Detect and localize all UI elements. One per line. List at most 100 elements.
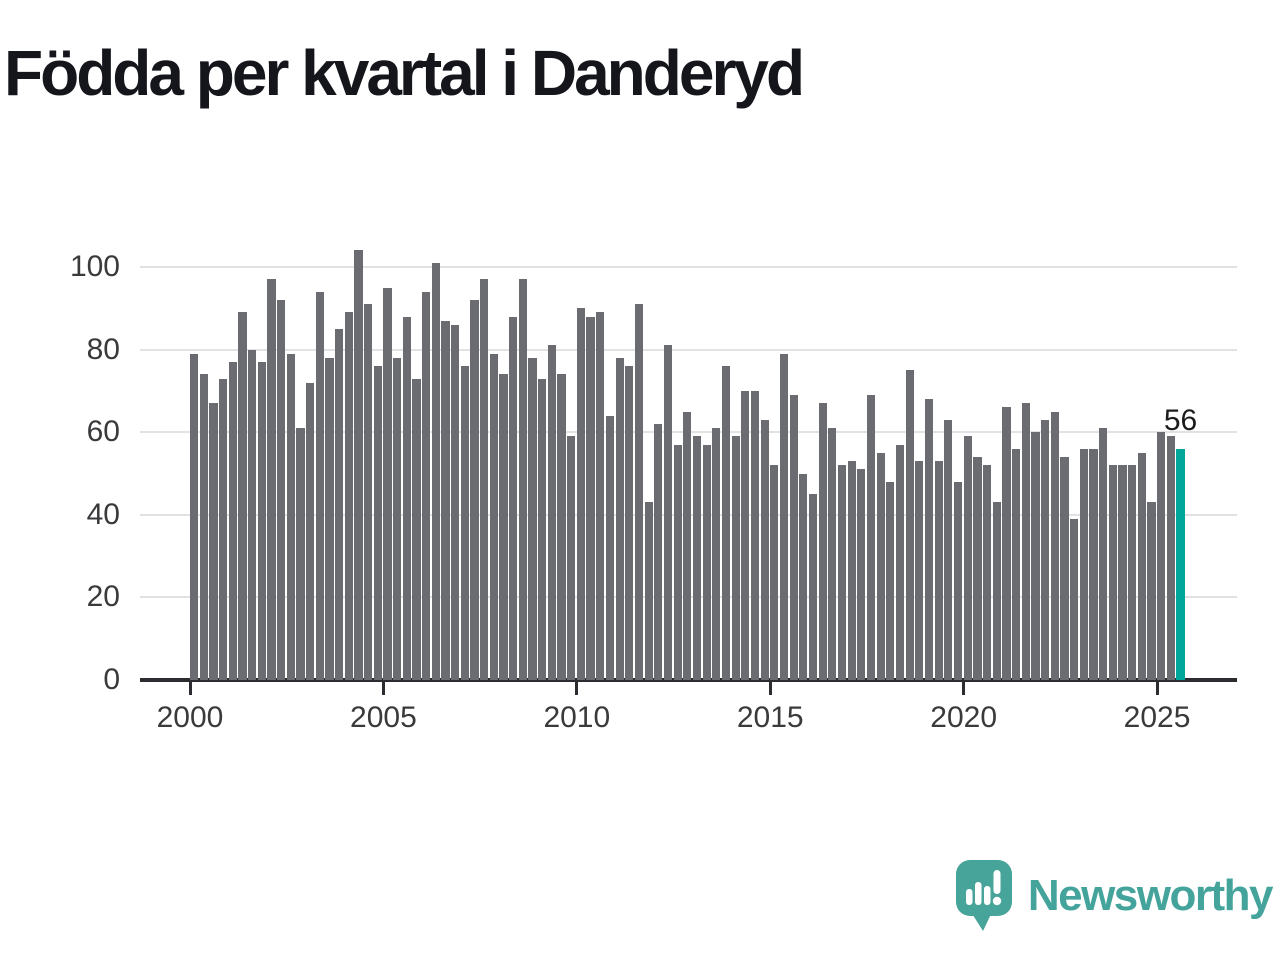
bar [625, 366, 634, 680]
bar [586, 316, 595, 680]
newsworthy-logo: Newsworthy [955, 860, 1274, 932]
bar [460, 366, 469, 680]
highlighted-bar [1176, 448, 1185, 680]
bar [489, 353, 498, 680]
bar [963, 436, 972, 680]
bar [518, 279, 527, 680]
bar [876, 452, 885, 680]
bar [412, 378, 421, 680]
bar [267, 279, 276, 680]
bar [219, 378, 228, 680]
bar-value-label: 56 [1163, 403, 1198, 437]
bar [944, 419, 953, 680]
y-axis-tick-label: 20 [86, 580, 120, 614]
bar [673, 444, 682, 680]
bar [1002, 407, 1011, 680]
bar [441, 320, 450, 680]
bar [335, 328, 344, 680]
bar [1079, 448, 1088, 680]
bar [1050, 411, 1059, 680]
bar [818, 403, 827, 680]
x-axis-tick-label: 2000 [156, 701, 224, 734]
bar [1070, 518, 1079, 680]
newsworthy-logo-icon [955, 860, 1012, 931]
gridline [140, 266, 1237, 268]
y-axis-tick-label: 0 [103, 663, 120, 696]
bar [393, 357, 402, 680]
bar [306, 382, 315, 680]
bar [596, 312, 605, 680]
bar [528, 357, 537, 680]
bar [296, 428, 305, 680]
bar [760, 419, 769, 680]
chart-title: Födda per kvartal i Danderyd [4, 37, 805, 109]
bar [373, 366, 382, 680]
y-axis-tick-label: 40 [86, 497, 120, 531]
y-axis-tick-label: 100 [69, 250, 120, 283]
bar [934, 461, 943, 680]
bar [644, 502, 653, 680]
bar [190, 353, 199, 680]
bar [615, 357, 624, 680]
bar [451, 324, 460, 680]
bar [886, 481, 895, 680]
bar [470, 300, 479, 680]
x-axis-tick-label: 2005 [350, 701, 417, 734]
bar [847, 461, 856, 680]
bar [383, 287, 392, 680]
bar [837, 465, 847, 680]
gridline [140, 348, 1237, 351]
bar [702, 444, 711, 680]
bar [654, 423, 663, 680]
bar [1099, 428, 1108, 680]
y-axis-tick-label: 60 [86, 415, 120, 449]
bar [538, 378, 547, 680]
bar [557, 374, 566, 680]
bar [992, 502, 1001, 680]
newsworthy-logo-text: Newsworthy [1027, 871, 1274, 920]
bar [924, 399, 934, 680]
bar [1108, 465, 1117, 680]
bar [509, 316, 518, 680]
bar [799, 473, 808, 680]
bar [199, 374, 208, 680]
bar [499, 374, 508, 680]
bar [1041, 419, 1050, 680]
bar [1118, 465, 1127, 680]
bar [1060, 456, 1069, 680]
bar [634, 304, 644, 680]
bar [866, 395, 876, 680]
bar [1128, 465, 1137, 680]
bar [731, 436, 740, 680]
bar [257, 361, 266, 680]
bar [1089, 448, 1098, 680]
x-axis-tick [575, 682, 579, 695]
bar [431, 262, 440, 680]
bar [1157, 432, 1166, 680]
bar [422, 291, 431, 680]
bar [605, 415, 615, 680]
bar [1021, 403, 1030, 680]
bar [576, 308, 585, 680]
bar [1147, 502, 1156, 680]
bar [905, 370, 914, 680]
bar [354, 250, 363, 680]
x-axis-line [140, 678, 1237, 682]
bar [277, 300, 286, 680]
bar [547, 345, 556, 680]
x-axis-tick-label: 2025 [1123, 701, 1191, 734]
bar [750, 390, 760, 680]
bar [1137, 452, 1146, 680]
bar [1031, 432, 1040, 680]
bar [683, 411, 692, 680]
bar [692, 436, 702, 680]
bar [721, 366, 731, 680]
bar [238, 312, 247, 680]
y-axis-tick-label: 80 [86, 332, 120, 366]
bar [828, 428, 837, 680]
x-axis-tick [381, 682, 385, 695]
bar [895, 444, 905, 680]
bar [712, 428, 721, 680]
bar [770, 465, 779, 680]
